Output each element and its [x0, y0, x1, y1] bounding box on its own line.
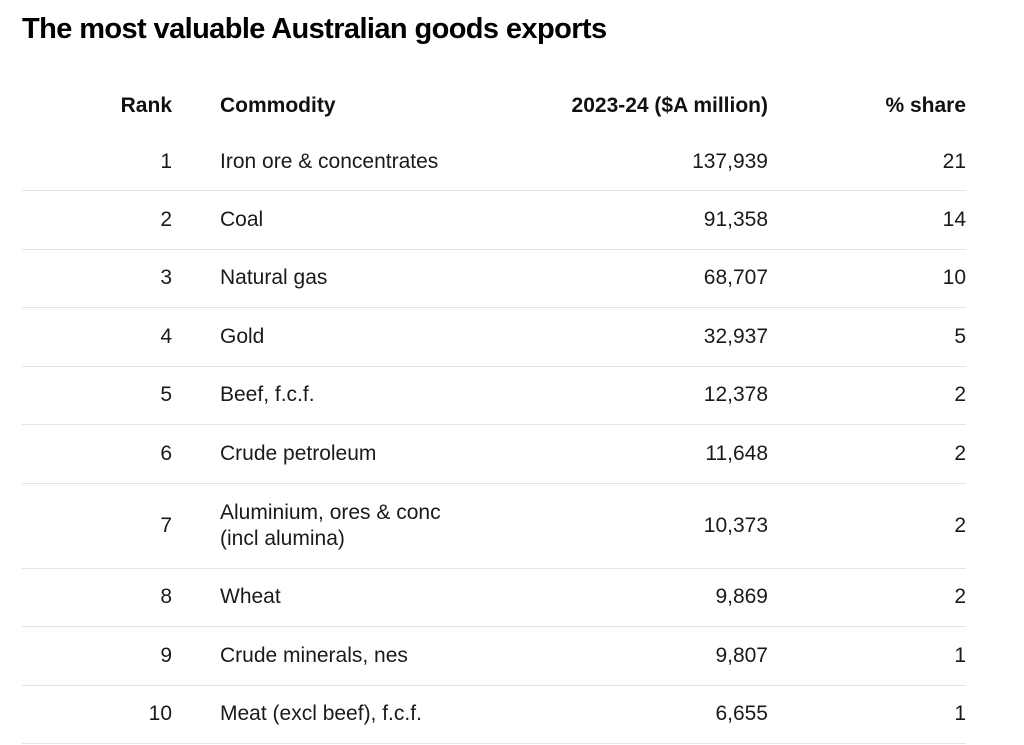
rank-cell: 5 — [160, 383, 172, 407]
rank-cell: 3 — [160, 266, 172, 290]
header-value: 2023-24 ($A million) — [571, 94, 768, 117]
value-cell: 137,939 — [692, 150, 768, 173]
rank-cell: 2 — [160, 207, 172, 231]
rank-cell: 10 — [148, 702, 172, 726]
commodity-cell: Crude minerals, nes — [220, 643, 408, 667]
commodity-cell: Iron ore & concentrates — [220, 150, 439, 173]
table-row: 7 Aluminium, ores & conc (incl alumina) … — [22, 484, 966, 569]
share-cell: 1 — [954, 702, 966, 726]
table-row: 8 Wheat 9,869 2 — [22, 569, 966, 627]
table-row: 6 Crude petroleum 11,648 2 — [22, 425, 966, 484]
commodity-cell: Crude petroleum — [220, 441, 377, 465]
value-cell: 6,655 — [715, 702, 768, 726]
commodity-cell: Coal — [220, 207, 264, 231]
share-cell: 21 — [942, 150, 966, 173]
table-row: 3 Natural gas 68,707 10 — [22, 250, 966, 308]
table-row: 1 Iron ore & concentrates 137,939 21 — [22, 134, 966, 191]
share-cell: 2 — [954, 383, 966, 407]
value-cell: 9,807 — [715, 643, 768, 667]
table-header: Rank Commodity 2023-24 ($A million) % sh… — [22, 76, 966, 134]
commodity-cell: Wheat — [220, 585, 281, 609]
share-cell: 2 — [954, 513, 966, 537]
rank-cell: 9 — [160, 643, 172, 667]
share-cell: 1 — [954, 643, 966, 667]
rank-cell: 4 — [160, 324, 172, 348]
table-row: 5 Beef, f.c.f. 12,378 2 — [22, 367, 966, 425]
commodity-cell: Natural gas — [220, 266, 328, 290]
share-cell: 14 — [942, 207, 966, 231]
share-cell: 10 — [942, 266, 966, 290]
commodity-line-1: Aluminium, ores & conc — [220, 500, 441, 524]
table-row: 9 Crude minerals, nes 9,807 1 — [22, 627, 966, 686]
page-title: The most valuable Australian goods expor… — [22, 13, 607, 45]
value-cell: 12,378 — [703, 383, 768, 407]
header-rank: Rank — [120, 94, 172, 117]
commodity-line-2: (incl alumina) — [220, 526, 345, 550]
value-cell: 91,358 — [703, 207, 768, 231]
rank-cell: 8 — [160, 585, 172, 609]
table-row: 4 Gold 32,937 5 — [22, 308, 966, 367]
value-cell: 32,937 — [703, 324, 768, 348]
value-cell: 68,707 — [703, 266, 768, 290]
commodity-cell: Gold — [220, 324, 265, 348]
table-row: 2 Coal 91,358 14 — [22, 191, 966, 250]
exports-table: Rank Commodity 2023-24 ($A million) % sh… — [22, 76, 966, 744]
header-share: % share — [885, 94, 966, 117]
rank-cell: 7 — [160, 513, 172, 537]
value-cell: 9,869 — [715, 585, 768, 609]
commodity-cell: Aluminium, ores & conc (incl alumina) — [172, 500, 484, 552]
rank-cell: 1 — [160, 150, 172, 173]
header-commodity: Commodity — [220, 94, 336, 117]
commodity-cell: Meat (excl beef), f.c.f. — [220, 702, 422, 726]
share-cell: 5 — [954, 324, 966, 348]
rank-cell: 6 — [160, 441, 172, 465]
share-cell: 2 — [954, 585, 966, 609]
share-cell: 2 — [954, 441, 966, 465]
value-cell: 10,373 — [703, 513, 768, 537]
commodity-cell: Beef, f.c.f. — [220, 383, 315, 407]
table-row: 10 Meat (excl beef), f.c.f. 6,655 1 — [22, 686, 966, 744]
value-cell: 11,648 — [705, 441, 768, 465]
